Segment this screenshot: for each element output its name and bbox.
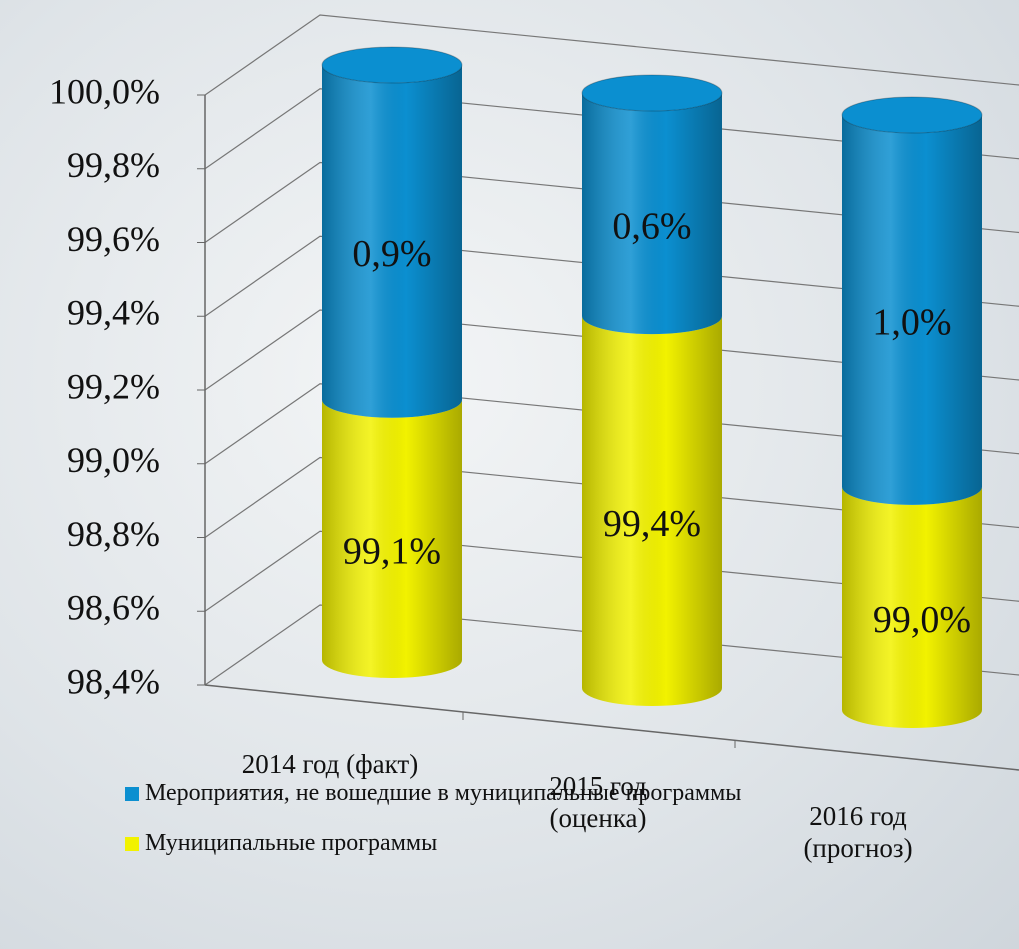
chart: 98,4% 98,6% 98,8% 99,0% 99,2% 99,4% 99,6% 99,8%… [0,0,1019,949]
legend-item: Муниципальные программы [125,830,437,857]
x-tick-label: 2016 год (прогноз) [768,800,948,864]
y-tick-label: 98,4% [67,661,160,701]
cylinder [582,75,722,706]
value-label: 0,6% [612,205,691,247]
y-tick-label: 99,0% [67,440,160,480]
y-tick-label: 99,6% [67,219,160,259]
bar-top [322,47,462,83]
y-tick-label: 99,4% [67,293,160,333]
value-label: 1,0% [872,302,951,344]
legend-item: Мероприятия, не вошедшие в муниципальные… [125,780,741,807]
legend-swatch [125,837,139,851]
legend-label: Муниципальные программы [145,830,437,857]
cylinder [322,47,462,678]
bar-top [842,97,982,133]
value-label: 99,4% [603,503,701,545]
legend-swatch [125,787,139,801]
legend-label: Мероприятия, не вошедшие в муниципальные… [145,780,741,807]
y-tick-label: 99,8% [67,145,160,185]
value-label: 99,1% [343,531,441,573]
x-tick-label: 2014 год (факт) [200,748,460,780]
value-label: 0,9% [352,233,431,275]
y-tick-label: 98,6% [67,588,160,628]
y-tick-label: 98,8% [67,514,160,554]
value-label: 99,0% [873,599,971,641]
y-tick-label: 100,0% [49,71,160,111]
bar-top [582,75,722,111]
y-tick-label: 99,2% [67,366,160,406]
